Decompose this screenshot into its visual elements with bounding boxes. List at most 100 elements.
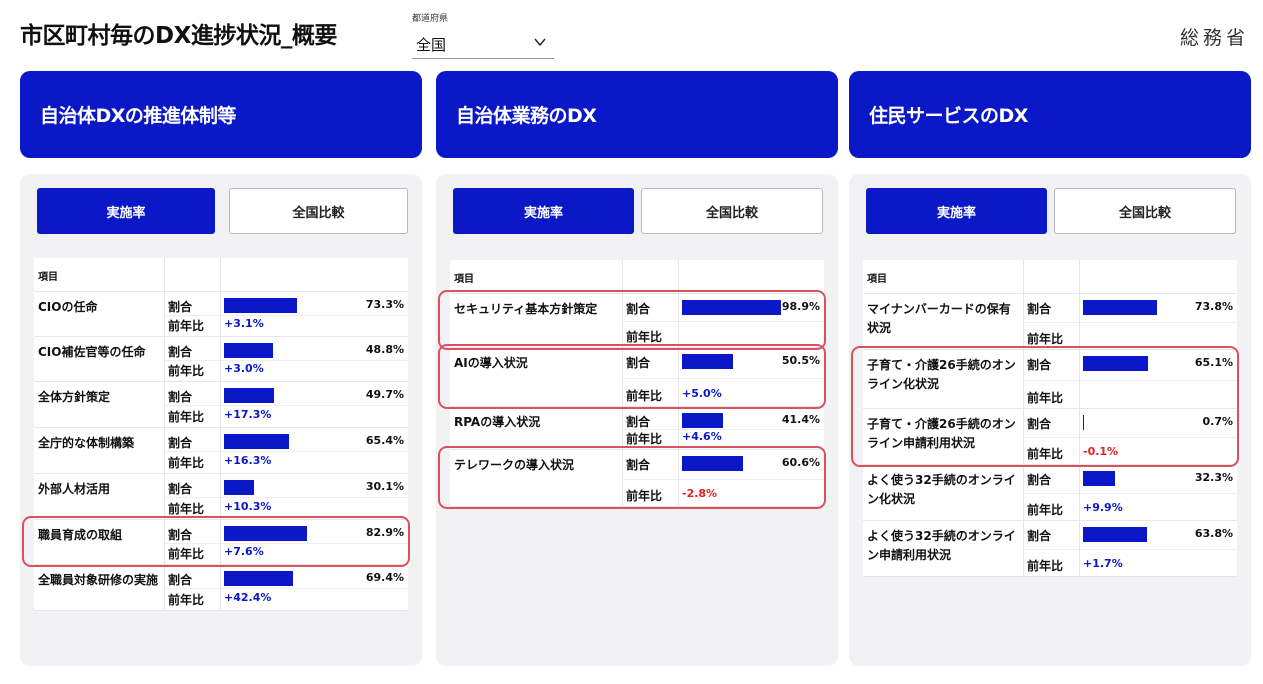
section-panel-1: 実施率 全国比較 項目 CIOの任命 割合 前年比 73.3% +3.1% CIO補佐官等の任命… — [20, 174, 422, 666]
ratio-bar — [224, 526, 307, 541]
label-ratio: 割合 — [1027, 529, 1052, 543]
column-divider — [164, 565, 165, 610]
column-divider — [1079, 409, 1080, 464]
label-yoy: 前年比 — [168, 364, 205, 378]
label-yoy: 前年比 — [1027, 503, 1064, 517]
column-header-item: 項目 — [867, 274, 887, 285]
row-item-name: CIO補佐官等の任命 — [38, 345, 146, 359]
row-item-name: 全体方針策定 — [38, 390, 111, 404]
column-divider — [220, 474, 221, 519]
yoy-value: +3.0% — [224, 362, 264, 375]
column-divider — [220, 337, 221, 381]
row-divider — [1023, 549, 1237, 550]
yoy-value: +3.1% — [224, 317, 264, 330]
table-header: 項目 — [450, 260, 824, 294]
ratio-value: 0.7% — [1202, 415, 1233, 428]
row-divider — [1023, 493, 1237, 494]
column-divider — [1079, 260, 1080, 294]
table-row: AIの導入状況 割合 前年比 50.5% +5.0% — [450, 348, 824, 407]
ratio-bar — [1083, 471, 1116, 486]
row-divider — [164, 315, 408, 316]
ratio-bar — [224, 388, 274, 403]
section-title: 住民サービスのDX — [869, 105, 1028, 127]
prefecture-dropdown-value: 全国 — [416, 36, 447, 54]
label-yoy: 前年比 — [168, 502, 205, 516]
ratio-bar — [224, 571, 294, 586]
column-divider — [678, 407, 679, 449]
yoy-value: +17.3% — [224, 408, 272, 421]
label-ratio: 割合 — [168, 390, 193, 404]
label-ratio: 割合 — [1027, 417, 1052, 431]
tab-national-comparison[interactable]: 全国比較 — [1054, 188, 1236, 234]
ratio-value: 60.6% — [781, 456, 820, 469]
column-divider — [164, 337, 165, 381]
table-row: セキュリティ基本方針策定 割合前年比 98.9% — [450, 294, 824, 348]
column-divider — [164, 382, 165, 427]
ratio-bar — [1083, 527, 1147, 542]
table-row: よく使う32手続のオンライン申請利用状況 割合 前年比 63.8% +1.7% — [863, 521, 1237, 577]
column-divider — [678, 260, 679, 294]
label-ratio: 割合 — [168, 482, 193, 496]
row-divider — [622, 479, 824, 480]
label-ratio: 割合 — [626, 356, 651, 370]
table-row: 子育て・介護26手続のオンライン化状況 割合 前年比 65.1% — [863, 350, 1237, 409]
row-item-name: 職員育成の取組 — [38, 528, 123, 542]
label-yoy: 前年比 — [626, 330, 663, 344]
ratio-value: 50.5% — [781, 354, 820, 367]
ratio-bar — [682, 354, 733, 369]
ratio-value: 32.3% — [1194, 471, 1233, 484]
section-panel-2: 実施率 全国比較 項目 セキュリティ基本方針策定 割合 前年比 98.9% AIの導入状況 割合… — [436, 174, 838, 666]
column-divider — [1023, 350, 1024, 408]
label-ratio: 割合 — [626, 458, 651, 472]
yoy-value: +42.4% — [224, 591, 272, 604]
row-divider — [164, 405, 408, 406]
tab-national-comparison[interactable]: 全国比較 — [229, 188, 408, 234]
label-ratio: 割合 — [1027, 302, 1052, 316]
label-ratio: 割合 — [1027, 358, 1052, 372]
yoy-value: -2.8% — [682, 487, 718, 500]
prefecture-dropdown[interactable]: 全国 — [412, 28, 554, 59]
page-title: 市区町村毎のDX進捗状況_概要 — [20, 23, 337, 49]
ratio-bar — [224, 343, 273, 358]
row-item-name: よく使う32手続のオンライン化状況 — [867, 473, 1016, 506]
table-row: 全職員対象研修の実施 割合 前年比 69.4% +42.4% — [34, 565, 408, 611]
section-header-2: 自治体業務のDX — [436, 71, 838, 158]
row-item-name: マイナンバーカードの保有状況 — [867, 302, 1011, 335]
label-yoy: 前年比 — [168, 456, 205, 470]
ratio-bar — [224, 480, 255, 495]
label-ratio: 割合 — [1027, 473, 1052, 487]
ratio-bar — [682, 300, 781, 315]
label-ratio: 割合 — [626, 415, 651, 429]
row-divider — [622, 378, 824, 379]
tab-implementation-rate[interactable]: 実施率 — [453, 188, 634, 234]
tab-implementation-rate[interactable]: 実施率 — [866, 188, 1047, 234]
ratio-value: 98.9% — [781, 300, 820, 313]
yoy-value: +10.3% — [224, 500, 272, 513]
column-divider — [164, 428, 165, 473]
label-ratio: 割合 — [168, 573, 193, 587]
table-row: 全庁的な体制構築 割合 前年比 65.4% +16.3% — [34, 428, 408, 474]
column-divider — [1023, 409, 1024, 464]
ratio-value: 73.3% — [365, 298, 404, 311]
column-divider — [678, 348, 679, 406]
label-ratio: 割合 — [168, 436, 193, 450]
row-item-name: 外部人材活用 — [38, 482, 111, 496]
ratio-bar — [224, 434, 290, 449]
metrics-table: 項目 CIOの任命 割合 前年比 73.3% +3.1% CIO補佐官等の任命 割合 前年比 48… — [34, 258, 408, 611]
section-title: 自治体業務のDX — [456, 105, 597, 127]
label-ratio: 割合 — [626, 302, 651, 316]
prefecture-label: 都道府県 — [412, 14, 449, 24]
yoy-value: +7.6% — [224, 545, 264, 558]
label-yoy: 前年比 — [626, 432, 663, 446]
row-divider — [164, 360, 408, 361]
ratio-value: 65.1% — [1194, 356, 1233, 369]
tab-implementation-rate[interactable]: 実施率 — [37, 188, 215, 234]
column-divider — [1079, 521, 1080, 576]
yoy-value: +1.7% — [1083, 557, 1123, 570]
tab-national-comparison[interactable]: 全国比較 — [641, 188, 823, 234]
ratio-bar — [224, 298, 298, 313]
row-item-name: セキュリティ基本方針策定 — [454, 302, 598, 316]
ratio-value: 48.8% — [365, 343, 404, 356]
column-divider — [1079, 294, 1080, 349]
row-divider — [622, 429, 824, 430]
